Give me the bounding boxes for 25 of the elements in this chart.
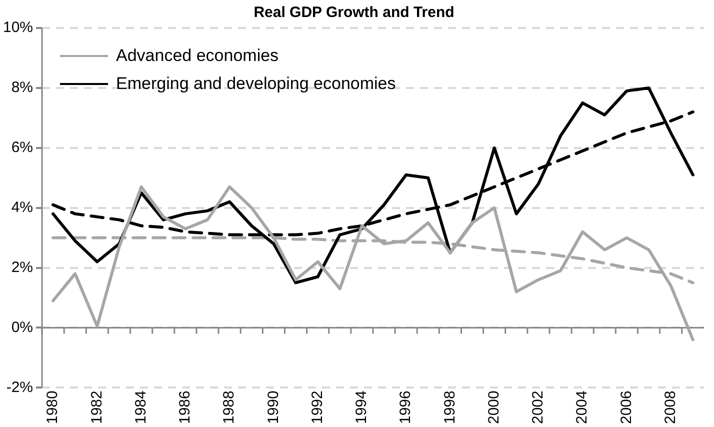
x-tick-label: 1986 (176, 390, 194, 424)
legend-label: Emerging and developing economies (116, 74, 396, 94)
y-tick-label: 4% (11, 198, 34, 216)
x-tick-label: 2008 (662, 390, 679, 424)
y-tick-label: 6% (11, 139, 34, 156)
y-tick-label: 8% (11, 79, 34, 96)
y-tick-label: 2% (11, 258, 34, 276)
y-tick-label: 0% (11, 318, 34, 336)
chart-title: Real GDP Growth and Trend (254, 4, 454, 22)
x-tick-label: 1996 (397, 390, 414, 424)
x-tick-label: 2006 (618, 390, 635, 424)
x-tick-label: 1990 (264, 390, 282, 424)
x-tick-label: 2004 (574, 390, 591, 424)
x-tick-label: 1980 (44, 390, 62, 424)
x-tick-label: 1998 (441, 390, 458, 424)
x-tick-label: 1994 (353, 390, 370, 424)
x-tick-label: 2002 (530, 390, 547, 424)
x-tick-label: 2000 (485, 390, 502, 424)
x-tick-label: 1982 (88, 390, 106, 424)
x-tick-label: 1984 (132, 390, 150, 424)
x-tick-label: 1992 (308, 390, 326, 424)
legend-label: Advanced economies (116, 46, 279, 66)
x-tick-label: 1988 (220, 390, 238, 424)
y-tick-label: -2% (6, 378, 34, 396)
y-tick-label: 10% (2, 19, 34, 36)
